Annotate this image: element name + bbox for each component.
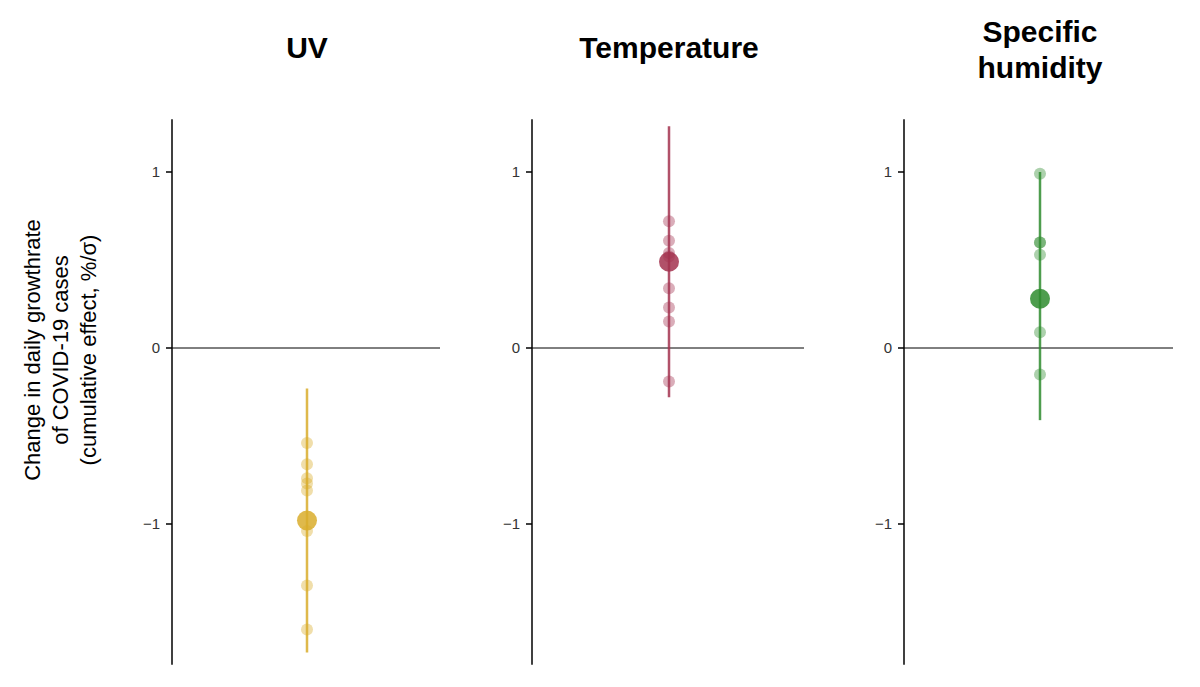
y-axis-line — [531, 119, 533, 665]
y-tick — [166, 523, 172, 525]
marks — [297, 388, 317, 652]
y-axis-label: of COVID-19 cases — [48, 255, 73, 445]
point — [301, 485, 313, 497]
y-tick — [526, 171, 532, 173]
point — [301, 458, 313, 470]
y-tick — [898, 171, 904, 173]
point — [1034, 236, 1046, 248]
y-tick-label: −1 — [503, 515, 520, 532]
point — [301, 624, 313, 636]
panel: UV Change in daily growthrateof COVID-19 … — [20, 31, 440, 665]
point — [663, 316, 675, 328]
title-line: Specific — [982, 15, 1097, 48]
y-tick-label: 0 — [152, 339, 160, 356]
zero-line — [904, 348, 1173, 349]
y-axis-label: Change in daily growthrate — [20, 219, 45, 481]
point — [663, 235, 675, 247]
panel-title: UV — [286, 31, 328, 64]
point — [1034, 168, 1046, 180]
point — [663, 375, 675, 387]
title-line: humidity — [978, 51, 1103, 84]
point — [1034, 236, 1046, 248]
y-tick-label: 1 — [512, 163, 520, 180]
y-tick — [166, 171, 172, 173]
point — [301, 580, 313, 592]
panel-title: Temperature — [579, 31, 759, 64]
y-tick — [166, 347, 172, 349]
estimate-point — [297, 510, 317, 530]
y-tick-label: −1 — [143, 515, 160, 532]
y-tick-label: 1 — [152, 163, 160, 180]
point — [1034, 249, 1046, 261]
y-axis-line — [171, 119, 173, 665]
point — [1034, 368, 1046, 380]
zero-line — [172, 348, 440, 349]
panel: Specifichumidity −1 0 1 — [875, 15, 1173, 665]
y-tick — [526, 523, 532, 525]
y-tick-label: 1 — [884, 163, 892, 180]
marks — [659, 126, 679, 397]
point — [301, 437, 313, 449]
panel: Temperature −1 0 1 — [503, 31, 804, 665]
y-tick — [898, 523, 904, 525]
point — [663, 302, 675, 314]
point — [663, 282, 675, 294]
y-tick-label: 0 — [884, 339, 892, 356]
point — [663, 215, 675, 227]
estimate-point — [659, 252, 679, 272]
y-tick-label: −1 — [875, 515, 892, 532]
marks — [1030, 168, 1050, 420]
y-axis-label: (cumulative effect, %/σ) — [76, 235, 101, 466]
y-axis-line — [903, 119, 905, 665]
point — [1034, 326, 1046, 338]
chart-root: UV Change in daily growthrateof COVID-19 … — [0, 0, 1200, 687]
estimate-point — [1030, 289, 1050, 309]
y-tick — [526, 347, 532, 349]
panel-title: Specifichumidity — [978, 15, 1103, 84]
y-tick-label: 0 — [512, 339, 520, 356]
y-tick — [898, 347, 904, 349]
